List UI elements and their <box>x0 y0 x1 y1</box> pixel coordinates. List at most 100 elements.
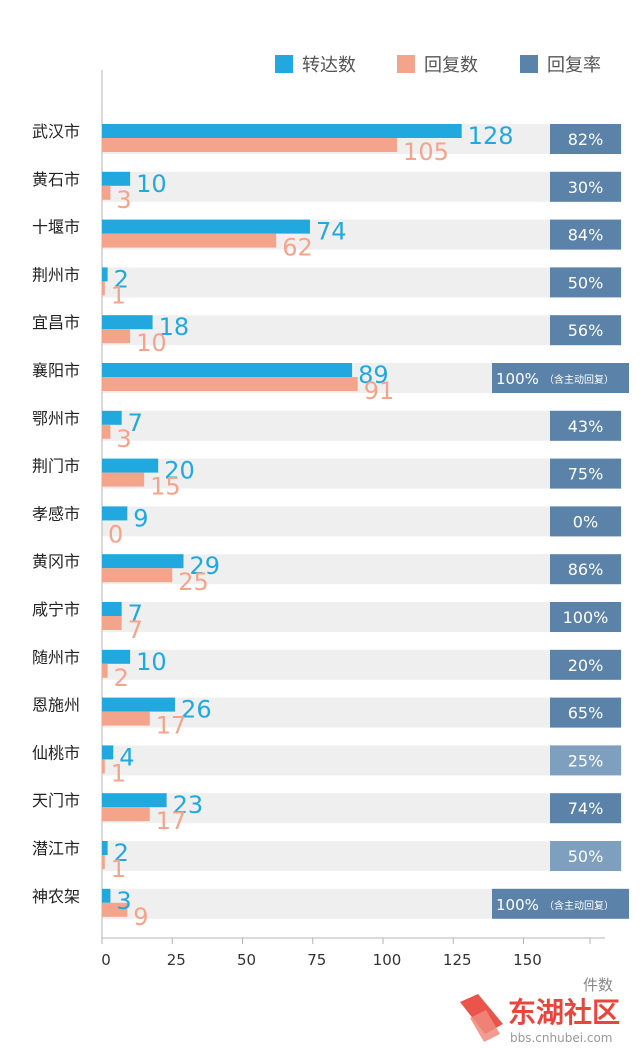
bar-replied <box>102 281 105 296</box>
data-label-replied: 0 <box>108 520 123 548</box>
rate-badge <box>550 171 621 202</box>
rate-badge-label: 65% <box>568 704 604 723</box>
rate-badge-label: 74% <box>568 799 604 818</box>
data-label-forwarded: 74 <box>316 218 347 246</box>
data-label-forwarded: 10 <box>136 648 167 676</box>
bar-replied <box>102 138 398 152</box>
bar-replied <box>102 616 122 630</box>
rate-badge-note: （含主动回复） <box>544 899 614 912</box>
watermark-title: 东湖社区 <box>508 996 620 1029</box>
rate-badge-label: 100% <box>496 370 539 388</box>
rate-badge-label: 43% <box>568 417 604 436</box>
bar-forwarded <box>102 697 176 712</box>
row-band <box>102 745 622 776</box>
bar-replied <box>102 663 108 678</box>
rate-badge <box>550 602 621 632</box>
rate-badge-label: 100% <box>496 896 539 914</box>
bar-forwarded <box>102 219 310 234</box>
x-ticks: 0 25 50 75 100 125 150 <box>101 938 591 969</box>
bar-forwarded <box>102 841 108 855</box>
bar-replied <box>102 472 145 487</box>
rate-badge <box>492 888 629 919</box>
data-label-forwarded: 7 <box>128 409 143 437</box>
row-band <box>102 458 622 489</box>
bar-replied <box>102 329 131 344</box>
rate-badge-label: 75% <box>568 465 604 484</box>
chart-legend: 转达数 回复数 回复率 <box>275 55 601 76</box>
rate-badge <box>550 267 621 298</box>
bar-forwarded <box>102 315 153 330</box>
rate-badge-label: 30% <box>568 178 604 197</box>
data-label-replied: 17 <box>156 807 187 835</box>
bar-forwarded <box>102 602 122 616</box>
bar-replied <box>102 424 111 439</box>
watermark-logo-icon <box>460 994 503 1042</box>
bar-forwarded <box>102 506 128 521</box>
data-label-forwarded: 89 <box>358 361 389 389</box>
rate-badges: 82% 30% 84% 50% 56% 100% （含主动回复） 43% 75% 0% 86% 100… <box>492 124 629 919</box>
rate-badge <box>550 554 621 585</box>
x-tick-label: 100 <box>373 951 402 969</box>
x-axis-label: 件数 <box>583 976 613 994</box>
rate-badge-label: 86% <box>568 560 604 579</box>
category-labels: 武汉市黄石市十堰市荆州市宜昌市襄阳市鄂州市荆门市孝感市黄冈市咸宁市随州市恩施州仙… <box>32 122 80 906</box>
data-label-replied: 105 <box>403 138 449 166</box>
bar-replied <box>102 855 105 869</box>
bar-forwarded <box>102 267 108 282</box>
data-label-forwarded: 128 <box>468 122 514 150</box>
legend-label: 回复率 <box>547 55 601 76</box>
rate-badge-label: 84% <box>568 226 604 245</box>
category-label: 武汉市 <box>32 122 80 141</box>
data-label-replied: 15 <box>150 473 181 501</box>
rate-badge-label: 25% <box>568 751 604 770</box>
rate-badge <box>550 697 621 728</box>
data-label-replied: 7 <box>128 616 143 644</box>
row-band <box>102 793 622 824</box>
x-tick-label: 125 <box>443 951 472 969</box>
bar-forwarded <box>102 171 131 186</box>
data-label-forwarded: 4 <box>119 743 134 771</box>
watermark: 东湖社区 bbs.cnhubei.com <box>460 994 620 1045</box>
x-tick-label: 50 <box>237 951 256 969</box>
bar-replied <box>102 711 150 726</box>
rate-badge-label: 50% <box>568 847 604 866</box>
x-tick-label: 75 <box>307 951 326 969</box>
data-label-replied: 9 <box>133 903 148 931</box>
bar-replied <box>102 759 105 774</box>
row-band <box>102 267 622 298</box>
category-label: 宜昌市 <box>32 313 80 332</box>
data-label-forwarded: 2 <box>114 265 129 293</box>
rate-badge <box>492 363 629 393</box>
data-label-forwarded: 23 <box>173 791 204 819</box>
category-label: 天门市 <box>32 791 80 810</box>
rate-badge <box>550 745 621 776</box>
data-label-forwarded: 2 <box>114 839 129 867</box>
row-band <box>102 649 622 680</box>
bar-replied <box>102 568 173 583</box>
data-label-replied: 91 <box>364 377 395 405</box>
category-label: 仙桃市 <box>32 743 80 762</box>
bar-forwarded <box>102 410 122 425</box>
rate-badge <box>550 124 621 154</box>
data-label-replied: 1 <box>111 855 126 883</box>
row-band <box>102 554 622 585</box>
category-label: 十堰市 <box>32 218 80 237</box>
row-band <box>102 315 622 346</box>
x-tick-label: 150 <box>513 951 542 969</box>
watermark-url: bbs.cnhubei.com <box>510 1031 613 1045</box>
row-bands <box>102 124 622 919</box>
bar-replied <box>102 233 277 248</box>
legend-swatch <box>397 55 415 73</box>
data-label-replied: 3 <box>116 425 131 453</box>
rate-badge-note: （含主动回复） <box>544 373 614 386</box>
bar-replied <box>102 902 128 917</box>
legend-swatch <box>275 55 293 73</box>
category-label: 荆州市 <box>32 265 80 284</box>
rate-badge-label: 82% <box>568 130 604 149</box>
bar-forwarded <box>102 124 462 138</box>
rate-badge-label: 56% <box>568 321 604 340</box>
category-label: 咸宁市 <box>32 600 80 619</box>
row-band <box>102 410 622 441</box>
data-label-replied: 2 <box>114 664 129 692</box>
